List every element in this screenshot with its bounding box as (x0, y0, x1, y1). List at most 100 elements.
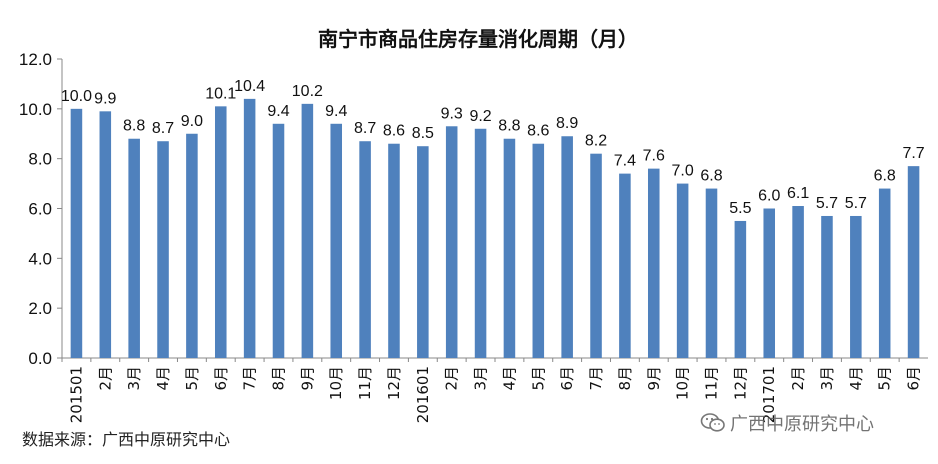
x-tick-label: 2月 (789, 366, 807, 391)
data-label: 8.7 (152, 120, 174, 137)
bars (70, 98, 920, 359)
bar (243, 98, 256, 358)
data-label: 8.6 (383, 123, 405, 140)
bar (157, 141, 169, 358)
bar (70, 108, 83, 358)
x-tick-label: 8月 (270, 366, 288, 391)
bar (359, 141, 371, 358)
data-label: 5.7 (845, 195, 867, 212)
y-tick-label: 10.0 (19, 100, 52, 119)
x-tick-label: 11月 (356, 366, 374, 400)
data-label: 8.8 (498, 118, 520, 135)
x-tick-label: 6月 (558, 366, 576, 391)
data-label: 10.4 (234, 78, 265, 95)
data-label: 7.7 (902, 145, 924, 162)
watermark: 广西中原研究中心 (700, 410, 874, 436)
bar (619, 173, 631, 358)
y-tick-label: 4.0 (28, 249, 52, 268)
x-tick-label: 7月 (241, 366, 259, 391)
data-labels: 10.0 9.98.8 8.7 9.010.110.49.410.29.48.7 8.6… (61, 78, 925, 217)
x-tick-label: 11月 (703, 366, 721, 400)
x-tick-label: 7月 (587, 366, 605, 391)
x-tick-label: 5月 (529, 366, 547, 391)
data-label: 5.7 (816, 195, 838, 212)
data-label: 7.4 (614, 153, 636, 170)
x-tick-label: 2月 (443, 366, 461, 391)
data-label: 7.6 (643, 148, 665, 165)
bar (647, 168, 660, 358)
data-label: 8.2 (585, 133, 607, 150)
data-label: 8.8 (123, 118, 145, 135)
data-label: 6.1 (787, 185, 809, 202)
bar (186, 133, 198, 358)
data-label: 8.5 (412, 125, 434, 142)
data-label: 8.7 (354, 120, 376, 137)
bar (705, 188, 718, 358)
data-label: 6.0 (758, 188, 780, 205)
x-tick-label: 9月 (645, 366, 663, 391)
data-label: 9.3 (441, 105, 463, 122)
data-label: 6.8 (700, 168, 722, 185)
data-label: 9.4 (325, 103, 347, 120)
x-tick-label: 9月 (298, 366, 316, 391)
bar (792, 206, 804, 358)
x-tick-label: 3月 (125, 366, 143, 391)
y-tick-label: 6.0 (28, 200, 52, 219)
bar (821, 215, 833, 358)
bar (561, 136, 573, 358)
x-tick-label: 6月 (212, 366, 230, 391)
x-tick-label: 201501 (67, 366, 85, 423)
x-tick-label: 12月 (731, 366, 749, 400)
data-label: 10.2 (292, 83, 323, 100)
x-tick-label: 2月 (96, 366, 114, 391)
x-tick-label: 8月 (616, 366, 634, 391)
x-tick-label: 201601 (414, 366, 432, 423)
y-tick-label: 8.0 (28, 150, 52, 169)
x-tick-label: 12月 (385, 366, 403, 400)
x-tick-label: 6月 (905, 366, 923, 391)
bar (676, 183, 689, 358)
chart-title: 南宁市商品住房存量消化周期（月） (318, 27, 638, 51)
y-tick-labels: 0.0 2.0 4.0 6.0 8.0 10.0 12.0 (19, 50, 62, 368)
bar (763, 208, 776, 358)
x-tick-label: 5月 (183, 366, 201, 391)
bar (590, 153, 602, 358)
x-tick-labels: 201501 2月 3月 4月 5月 6月 7月 8月 9月 10月 11月 12月 201601 2月 3… (61, 358, 923, 423)
bar (99, 111, 112, 358)
data-label: 10.0 (61, 88, 92, 105)
bar (214, 106, 227, 358)
data-label: 9.2 (469, 108, 491, 125)
data-label: 9.9 (94, 90, 116, 107)
bar (734, 220, 747, 358)
bar (330, 123, 343, 359)
bar (474, 128, 487, 358)
bar (388, 143, 400, 358)
x-tick-label: 10月 (674, 366, 692, 400)
x-tick-label: 201701 (760, 366, 778, 423)
watermark-text: 广西中原研究中心 (730, 414, 874, 435)
data-label: 8.9 (556, 115, 578, 132)
bar (503, 138, 516, 358)
bar (272, 123, 285, 359)
data-label: 9.4 (267, 103, 289, 120)
y-tick-label: 2.0 (28, 299, 52, 318)
x-tick-label: 4月 (154, 366, 172, 391)
data-label: 7.0 (672, 163, 694, 180)
x-tick-label: 3月 (818, 366, 836, 391)
y-tick-label: 0.0 (28, 349, 52, 368)
x-tick-label: 4月 (500, 366, 518, 391)
bar (128, 138, 140, 358)
data-label: 10.1 (205, 85, 236, 102)
bar (850, 215, 862, 358)
data-label: 8.6 (527, 123, 549, 140)
data-label: 6.8 (874, 168, 896, 185)
bar (417, 146, 429, 358)
x-tick-label: 10月 (327, 366, 345, 400)
y-tick-label: 12.0 (19, 50, 52, 69)
bar (907, 166, 920, 358)
bar (301, 103, 314, 358)
data-label: 5.5 (729, 200, 751, 217)
data-label: 9.0 (181, 113, 203, 130)
x-tick-label: 5月 (876, 366, 894, 391)
